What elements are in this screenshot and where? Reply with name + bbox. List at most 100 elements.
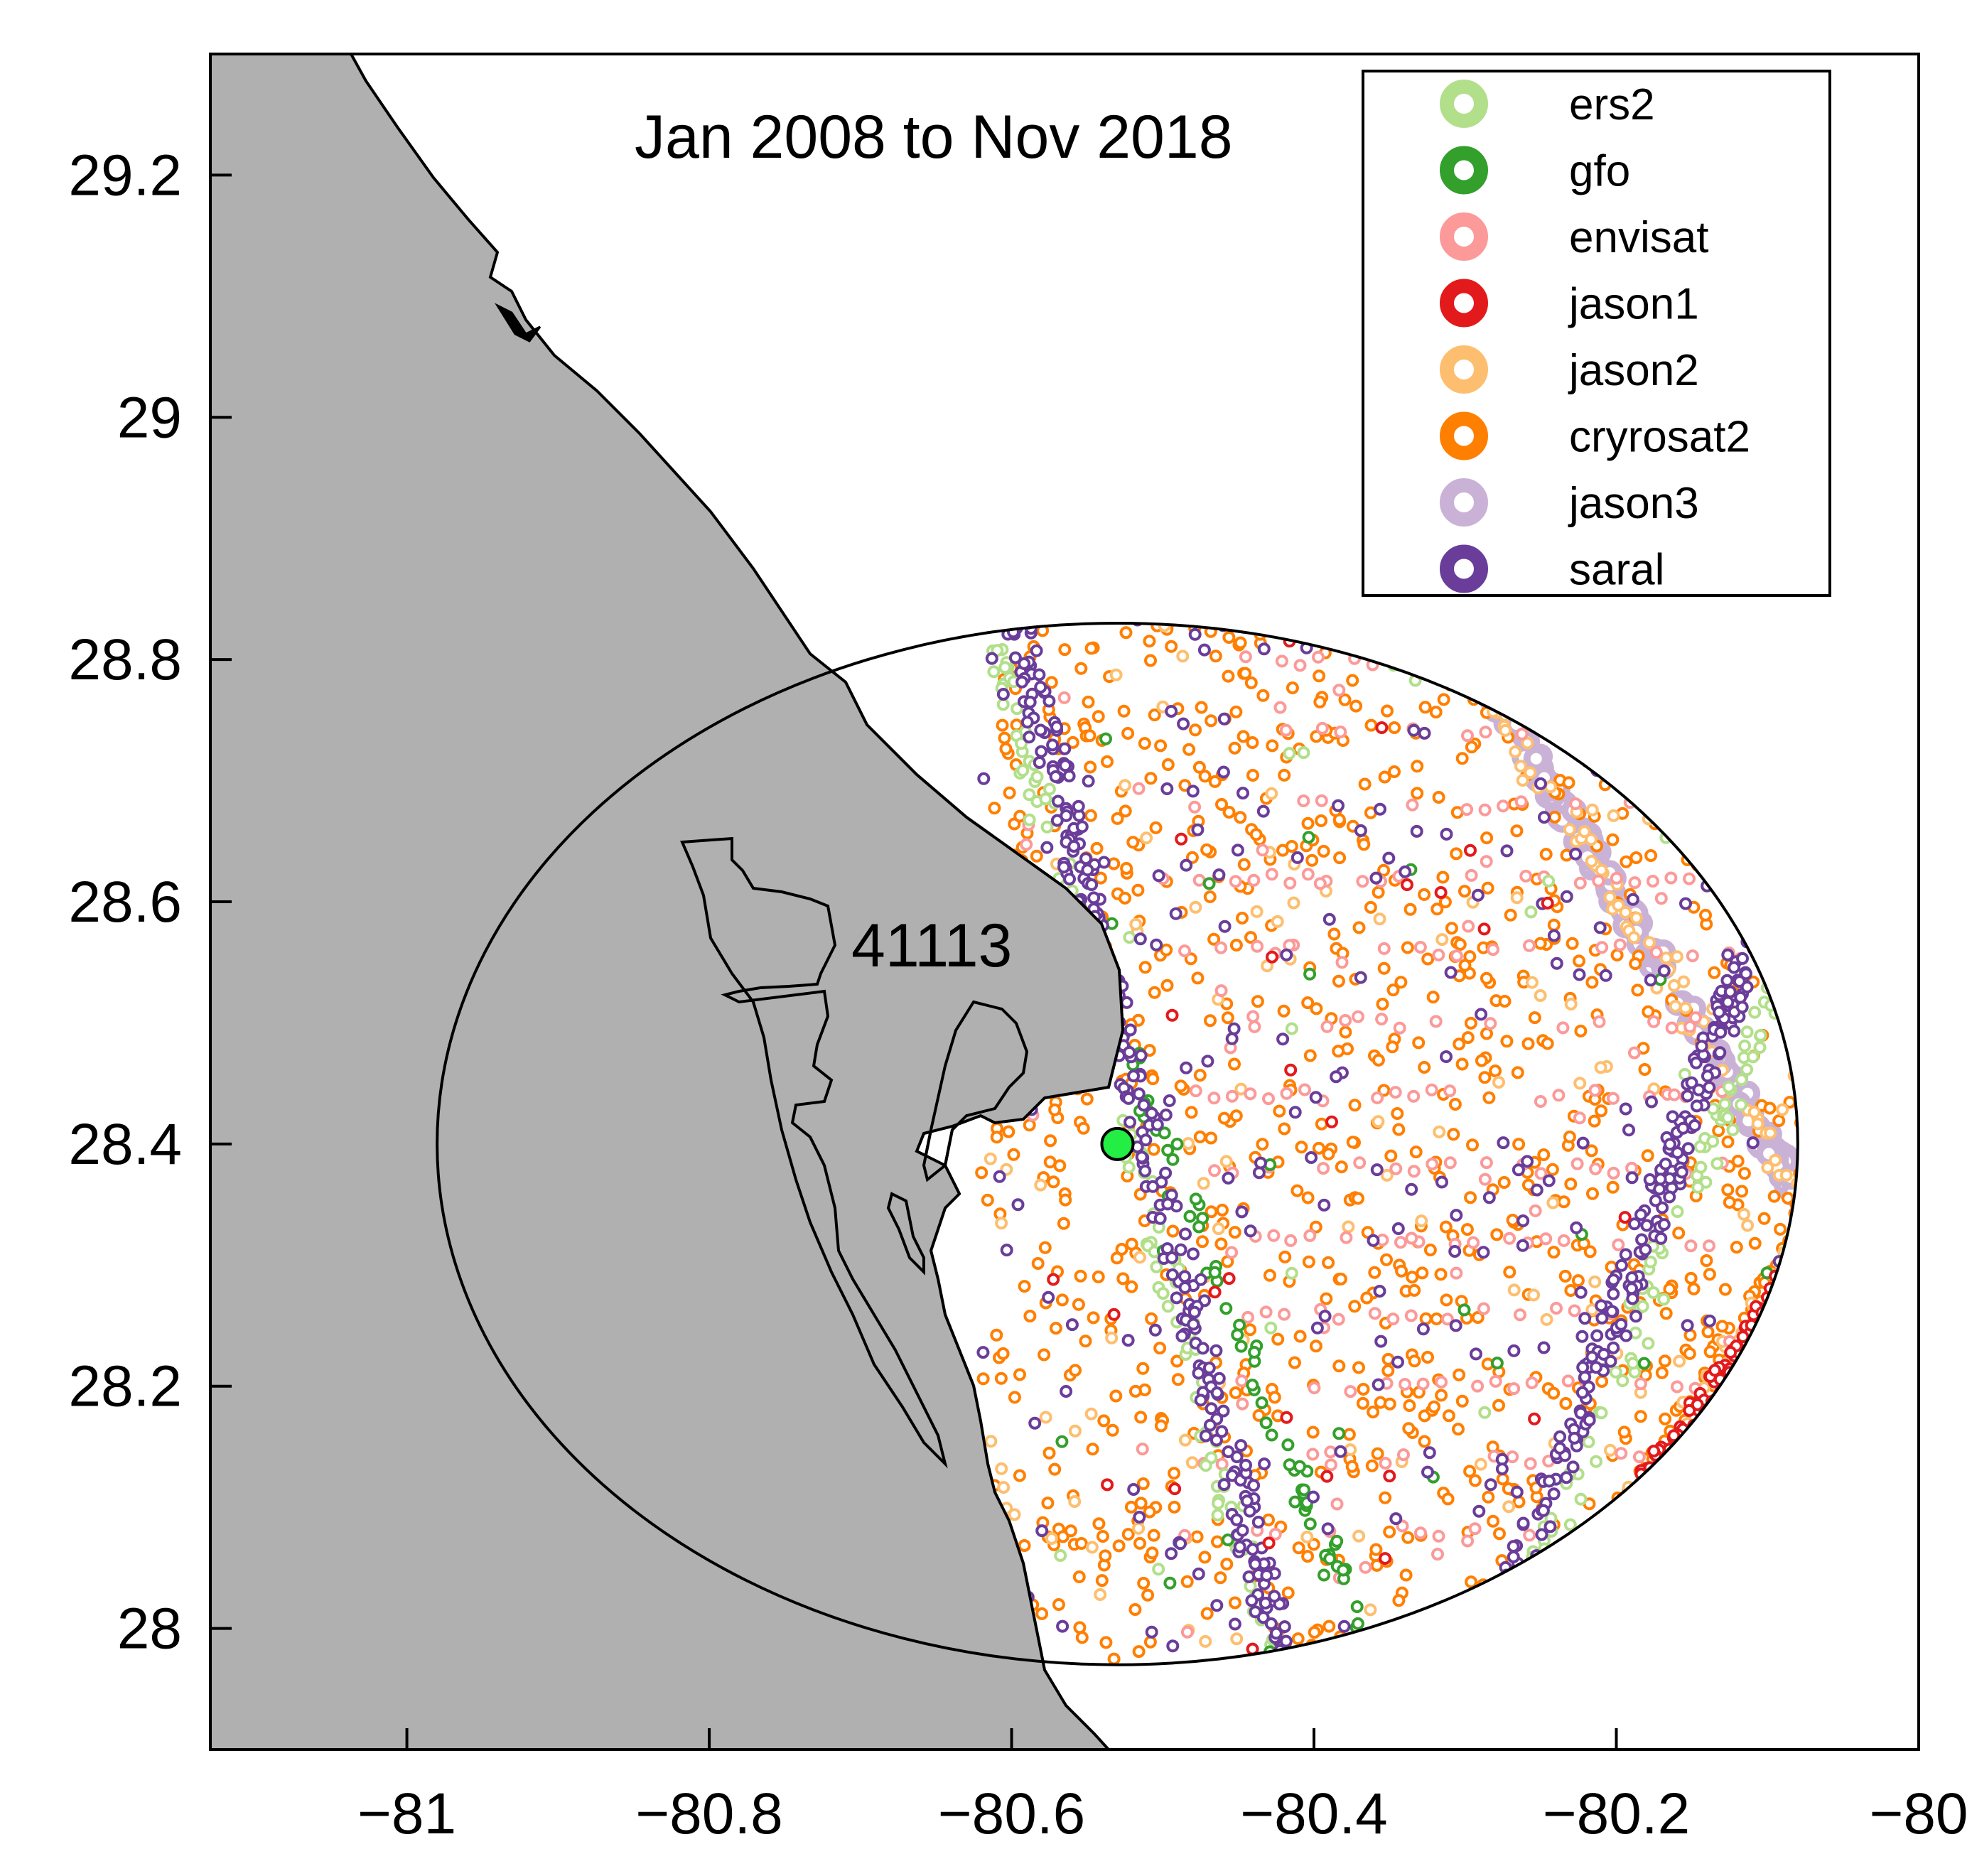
point-envisat — [1684, 1239, 1698, 1253]
point-ers2 — [1030, 770, 1044, 784]
point-cryrosat2 — [1641, 1149, 1654, 1163]
point-jason2 — [1564, 998, 1578, 1010]
point-gfo — [1288, 1495, 1302, 1509]
point-gfo — [1234, 1339, 1248, 1353]
point-envisat — [1251, 939, 1264, 953]
point-saral — [1574, 1285, 1588, 1299]
point-cryrosat2 — [1252, 1408, 1266, 1422]
point-cryrosat2 — [1364, 718, 1378, 732]
point-cryrosat2 — [1634, 1410, 1647, 1423]
point-cryrosat2 — [1333, 851, 1347, 865]
point-saral — [1560, 890, 1573, 903]
point-jason1 — [1541, 896, 1554, 910]
point-cryrosat2 — [1450, 847, 1463, 861]
point-jason2 — [1595, 863, 1608, 877]
point-jason1 — [1168, 1482, 1182, 1496]
point-cryrosat2 — [1120, 862, 1133, 875]
point-ers2 — [1023, 813, 1036, 826]
point-envisat — [1523, 1529, 1536, 1542]
point-cryrosat2 — [1461, 1031, 1475, 1045]
point-saral — [1714, 1025, 1728, 1039]
point-envisat — [1315, 794, 1328, 807]
point-jason2 — [1364, 1603, 1377, 1617]
point-cryrosat2 — [1480, 971, 1493, 985]
point-cryrosat2 — [1466, 1138, 1479, 1152]
point-cryrosat2 — [1401, 1531, 1415, 1544]
point-cryrosat2 — [1421, 1351, 1434, 1364]
point-ers2 — [1478, 1406, 1492, 1419]
point-envisat — [1683, 872, 1696, 885]
point-jason1 — [1266, 950, 1278, 964]
point-cryrosat2 — [1346, 674, 1359, 687]
point-cryrosat2 — [1268, 1391, 1281, 1404]
point-gfo — [1170, 1138, 1184, 1150]
point-ers2 — [1161, 1300, 1175, 1313]
buoy-station-marker[interactable] — [1100, 1126, 1135, 1161]
point-cryrosat2 — [1408, 1354, 1421, 1368]
point-saral — [1537, 1341, 1551, 1354]
point-cryrosat2 — [1082, 695, 1095, 708]
point-saral — [1330, 1070, 1343, 1084]
point-cryrosat2 — [1617, 1425, 1631, 1439]
point-saral — [1547, 929, 1561, 942]
point-cryrosat2 — [1372, 1053, 1385, 1067]
point-cryrosat2 — [1383, 1525, 1396, 1538]
point-ers2 — [1740, 1063, 1754, 1077]
point-cryrosat2 — [1349, 699, 1363, 713]
point-cryrosat2 — [1546, 1163, 1559, 1176]
point-cryrosat2 — [1101, 755, 1114, 768]
point-envisat — [1525, 1376, 1539, 1389]
point-cryrosat2 — [1234, 636, 1247, 649]
point-saral — [1035, 1524, 1049, 1538]
point-cryrosat2 — [1421, 952, 1435, 966]
point-cryrosat2 — [1356, 1396, 1369, 1410]
point-cryrosat2 — [1441, 1492, 1455, 1506]
point-saral — [1410, 824, 1423, 838]
point-cryrosat2 — [1095, 1574, 1109, 1587]
point-saral — [1120, 996, 1133, 1009]
point-gfo — [1248, 1346, 1261, 1359]
point-cryrosat2 — [1659, 1307, 1673, 1320]
point-cryrosat2 — [1348, 1099, 1362, 1112]
point-jason1 — [1165, 1008, 1179, 1022]
point-cryrosat2 — [1165, 640, 1178, 653]
point-saral — [1192, 1366, 1205, 1380]
y-tick-label: 28.8 — [68, 627, 182, 692]
point-ers2 — [1054, 1549, 1067, 1562]
point-gfo — [1351, 1617, 1364, 1630]
point-cryrosat2 — [1497, 1176, 1511, 1189]
point-cryrosat2 — [1730, 1241, 1743, 1254]
point-envisat — [1570, 1157, 1584, 1170]
point-cryrosat2 — [1166, 1224, 1180, 1238]
point-envisat — [1405, 1231, 1418, 1245]
point-saral — [976, 1346, 990, 1359]
point-cryrosat2 — [1244, 676, 1258, 689]
point-saral — [1087, 891, 1101, 905]
point-jason2 — [1534, 989, 1547, 1002]
point-saral — [1740, 981, 1754, 993]
point-cryrosat2 — [1401, 941, 1414, 954]
point-saral — [1067, 840, 1081, 853]
point-jason2 — [1612, 899, 1625, 912]
point-saral — [1177, 717, 1190, 731]
point-cryrosat2 — [1498, 995, 1512, 1008]
point-cryrosat2 — [1383, 1397, 1396, 1411]
point-gfo — [1189, 1192, 1202, 1206]
point-envisat — [1020, 838, 1033, 851]
point-saral — [1728, 1024, 1741, 1037]
point-cryrosat2 — [1442, 1409, 1455, 1423]
point-cryrosat2 — [1504, 908, 1517, 922]
point-cryrosat2 — [1452, 1423, 1465, 1436]
point-cryrosat2 — [1099, 1636, 1113, 1649]
point-saral — [1568, 1431, 1581, 1445]
point-cryrosat2 — [1271, 1332, 1285, 1346]
point-saral — [1165, 705, 1178, 718]
x-tick-label: −80.4 — [1240, 1781, 1387, 1846]
point-cryrosat2 — [1392, 1594, 1406, 1607]
point-cryrosat2 — [1099, 1549, 1112, 1563]
point-saral — [1227, 1022, 1241, 1035]
point-envisat — [1356, 875, 1369, 888]
point-cryrosat2 — [1352, 1192, 1364, 1205]
point-saral — [1450, 1209, 1463, 1222]
point-jason2 — [1415, 1214, 1428, 1228]
